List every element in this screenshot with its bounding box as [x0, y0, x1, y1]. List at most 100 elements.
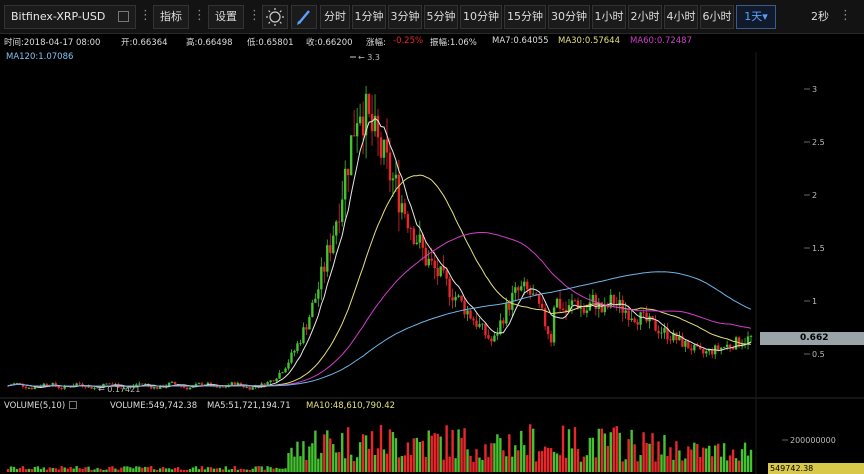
- price-axis-label: 1: [812, 297, 817, 306]
- candle-body: [690, 348, 693, 351]
- candle-body: [257, 386, 260, 387]
- volume-bar: [156, 469, 159, 472]
- interval-tab-2[interactable]: 3分钟: [388, 5, 422, 29]
- candle-body: [367, 93, 371, 114]
- volume-bar: [391, 431, 395, 472]
- volume-bar: [448, 456, 451, 472]
- volume-bar: [639, 455, 642, 472]
- candle-body: [296, 343, 299, 351]
- change-label: 涨幅:: [366, 38, 386, 48]
- volume-bar: [549, 448, 553, 472]
- candle-body: [299, 342, 302, 344]
- candle-body: [681, 336, 684, 347]
- expand-icon[interactable]: [118, 11, 129, 22]
- price-axis-label: 0.5: [812, 350, 825, 359]
- candle-body: [672, 332, 675, 341]
- candle-body: [555, 298, 559, 308]
- indicators-button[interactable]: 指标: [153, 5, 189, 29]
- volume-bar: [570, 448, 574, 472]
- candle-body: [394, 174, 398, 179]
- volume-bar: [129, 467, 132, 472]
- pair-label: Bitfinex-XRP-USD: [11, 10, 106, 23]
- theme-toggle-button[interactable]: [262, 5, 288, 29]
- ma7-line: [7, 117, 752, 389]
- candle-body: [737, 337, 741, 347]
- volume-bar: [185, 469, 189, 472]
- interval-tab-9[interactable]: 4小时: [664, 5, 698, 29]
- candle-body: [702, 349, 705, 354]
- interval-tab-8[interactable]: 2小时: [628, 5, 662, 29]
- candle-body: [585, 310, 589, 313]
- volume-bar: [415, 437, 419, 472]
- volume-bar: [651, 433, 654, 472]
- candle-body: [705, 351, 708, 354]
- volume-bar: [397, 457, 401, 472]
- volume-bar: [117, 469, 120, 472]
- volume-bar: [546, 447, 550, 472]
- ohlc-infobar: 时间:2018-04-17 08:00 开:0.66364 高:0.66498 …: [0, 36, 864, 50]
- volume-bar: [529, 424, 532, 472]
- volume-bar: [266, 466, 269, 472]
- ma30-value: MA30:0.57644: [558, 36, 620, 46]
- refresh-rate[interactable]: 2秒: [811, 10, 829, 23]
- volume-bar: [624, 459, 627, 472]
- volume-bar: [12, 466, 16, 472]
- menu-dots-icon[interactable]: ⋮: [839, 8, 852, 23]
- settings-button[interactable]: 设置: [208, 5, 244, 29]
- volume-bar: [114, 468, 117, 472]
- volume-bar: [606, 445, 609, 472]
- volume-bar: [314, 430, 317, 472]
- interval-tab-6[interactable]: 30分钟: [548, 5, 590, 29]
- candle-body: [520, 286, 523, 291]
- draw-tool-button[interactable]: [291, 5, 317, 29]
- menu-dots-icon[interactable]: ⋮: [193, 8, 206, 23]
- interval-tab-7[interactable]: 1小时: [592, 5, 626, 29]
- candle-body: [263, 383, 266, 386]
- candle-body: [51, 383, 54, 386]
- volume-bar: [302, 441, 305, 472]
- volume-bar: [725, 460, 729, 472]
- volume-bar: [561, 425, 565, 472]
- volume-bar: [520, 430, 523, 472]
- pair-selector[interactable]: Bitfinex-XRP-USD: [4, 5, 136, 29]
- candle-body: [627, 310, 630, 321]
- candle-body: [529, 289, 532, 295]
- interval-tab-1[interactable]: 1分钟: [352, 5, 386, 29]
- menu-dots-icon[interactable]: ⋮: [248, 8, 261, 23]
- candle-body: [376, 115, 380, 138]
- candle-body: [27, 387, 31, 389]
- interval-tab-5[interactable]: 15分钟: [504, 5, 546, 29]
- volume-bar: [6, 469, 10, 472]
- candle-body: [439, 266, 442, 277]
- volume-bar: [737, 460, 741, 472]
- volume-bar: [481, 460, 484, 472]
- volume-bar: [585, 455, 589, 472]
- volume-bar: [645, 442, 648, 472]
- interval-tab-11[interactable]: 1天▾: [736, 5, 776, 29]
- volume-bar: [332, 444, 335, 472]
- candle-body: [120, 387, 123, 389]
- volume-bar: [287, 453, 290, 472]
- volume-bar: [579, 461, 583, 472]
- volume-bar: [9, 466, 13, 472]
- volume-bar: [290, 447, 293, 472]
- candle-body: [460, 295, 463, 301]
- interval-tab-0[interactable]: 分时: [320, 5, 350, 29]
- volume-bar: [612, 427, 615, 472]
- interval-tab-4[interactable]: 10分钟: [460, 5, 502, 29]
- candle-body: [397, 174, 401, 213]
- volume-axis-label: 200000000: [790, 436, 836, 445]
- interval-tab-10[interactable]: 6小时: [700, 5, 734, 29]
- menu-dots-icon[interactable]: ⋮: [139, 8, 152, 23]
- candle-body: [173, 382, 177, 385]
- candle-body: [105, 383, 108, 385]
- volume-bar: [418, 441, 421, 472]
- candle-body: [576, 300, 580, 309]
- candle-body: [490, 338, 493, 342]
- volume-bar: [257, 466, 260, 472]
- candle-body: [534, 293, 538, 295]
- ma60-value: MA60:0.72487: [630, 36, 692, 46]
- volume-settings-icon[interactable]: [69, 401, 78, 409]
- interval-tab-3[interactable]: 5分钟: [424, 5, 458, 29]
